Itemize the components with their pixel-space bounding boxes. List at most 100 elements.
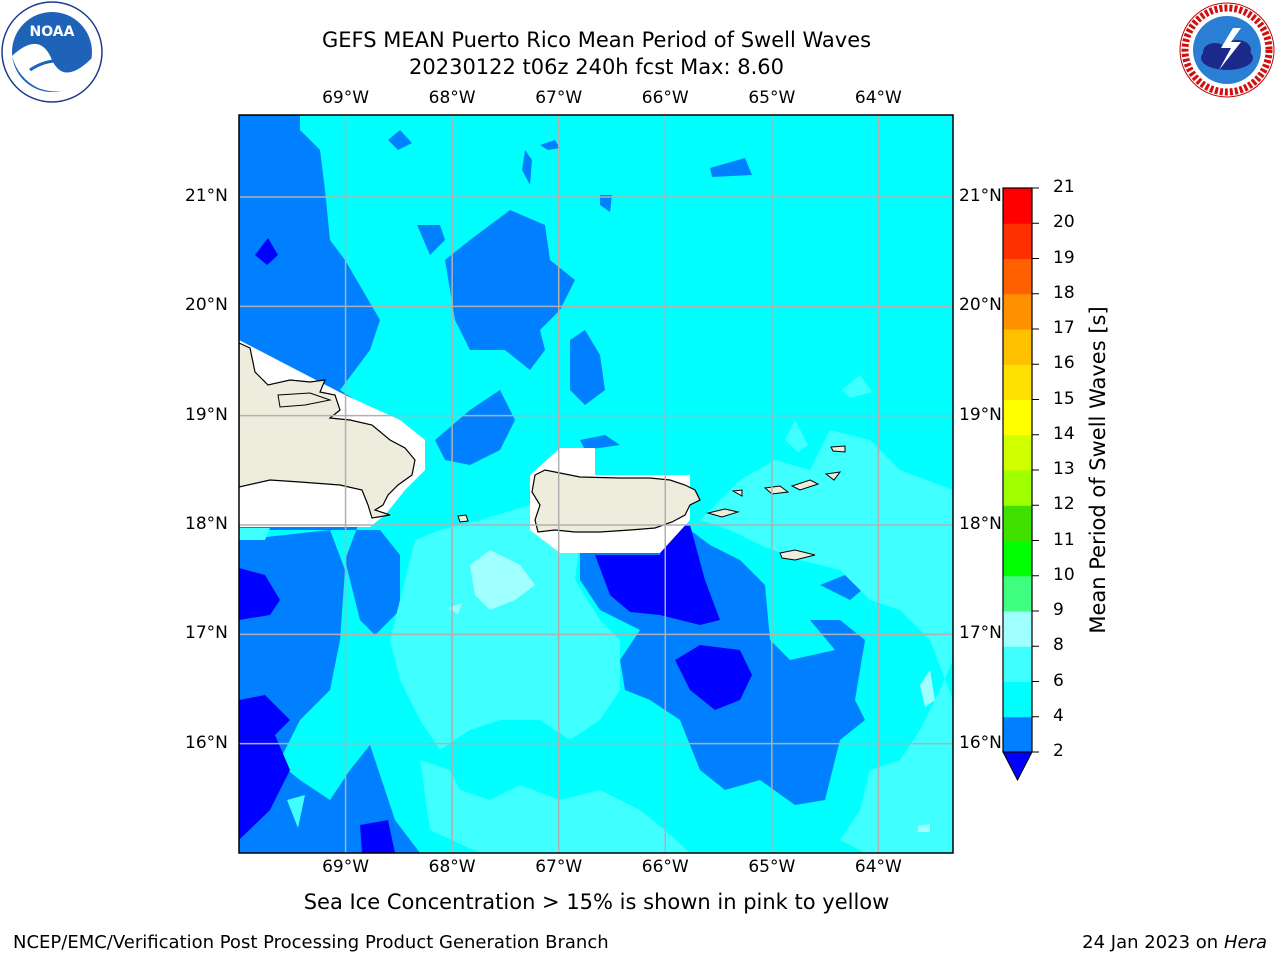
colorbar-tick-label: 10 bbox=[1053, 564, 1075, 585]
swell-period-field bbox=[239, 115, 953, 853]
lat-label: 19°N bbox=[959, 404, 1002, 425]
colorbar-segment bbox=[1003, 329, 1032, 365]
lon-label: 66°W bbox=[641, 88, 689, 108]
sea-ice-note: Sea Ice Concentration > 15% is shown in … bbox=[303, 890, 890, 914]
contour-2-4-region bbox=[710, 158, 752, 177]
lat-label: 20°N bbox=[185, 295, 228, 316]
lat-label: 16°N bbox=[959, 732, 1002, 753]
lat-label: 20°N bbox=[959, 295, 1002, 316]
contour-below-2-region bbox=[675, 645, 752, 710]
colorbar-segment bbox=[1003, 646, 1032, 682]
lat-label: 17°N bbox=[959, 623, 1002, 644]
colorbar-segment bbox=[1003, 223, 1032, 259]
lon-label: 66°W bbox=[641, 857, 689, 877]
contour-below-2-region bbox=[239, 695, 290, 840]
lon-label: 64°W bbox=[854, 857, 902, 877]
contour-8-9-region bbox=[470, 550, 535, 610]
chart-title: GEFS MEAN Puerto Rico Mean Period of Swe… bbox=[321, 28, 872, 52]
contour-2-4-region bbox=[417, 225, 445, 255]
contour-6-8-region bbox=[287, 795, 305, 828]
contour-2-4-region bbox=[570, 330, 605, 405]
colorbar-segment bbox=[1003, 434, 1032, 471]
land-island bbox=[779, 549, 816, 561]
contour-below-2-region bbox=[595, 520, 720, 625]
land-island bbox=[790, 479, 820, 491]
footer-host: Hera bbox=[1223, 932, 1267, 953]
lat-label: 21°N bbox=[959, 186, 1002, 206]
contour-6-8-region bbox=[700, 430, 953, 853]
lat-label: 18°N bbox=[185, 514, 228, 534]
colorbar-segment bbox=[1003, 399, 1032, 436]
colorbar-extend-min bbox=[1002, 751, 1033, 782]
colorbar-tick-label: 11 bbox=[1053, 529, 1075, 550]
lon-label: 64°W bbox=[854, 88, 902, 108]
noaa-logo: NOAA bbox=[1, 1, 103, 103]
map-frame bbox=[238, 114, 954, 854]
colorbar-segment bbox=[1003, 505, 1032, 541]
lon-label: 69°W bbox=[322, 857, 370, 877]
colorbar-segment bbox=[1003, 575, 1032, 612]
contour-6-8-region bbox=[390, 495, 620, 750]
contour-6-8-region bbox=[785, 420, 808, 452]
contour-8-9-region bbox=[920, 670, 935, 707]
map-gridlines bbox=[239, 115, 953, 853]
contour-8-9-region bbox=[448, 603, 462, 614]
land-island bbox=[457, 514, 469, 523]
colorbar-tick-label: 21 bbox=[1053, 177, 1075, 197]
colorbar bbox=[1002, 187, 1039, 782]
lat-label: 17°N bbox=[185, 623, 228, 644]
contour-6-8-region bbox=[239, 528, 270, 540]
contour-2-4-region bbox=[435, 390, 515, 465]
contour-below-2-region bbox=[255, 238, 278, 265]
lon-label: 67°W bbox=[535, 857, 583, 877]
colorbar-tick-label: 6 bbox=[1053, 670, 1064, 691]
colorbar-segment bbox=[1003, 470, 1032, 506]
colorbar-tick-label: 17 bbox=[1053, 318, 1075, 338]
land-island bbox=[277, 392, 332, 408]
nws-logo bbox=[1179, 2, 1275, 98]
contour-8-9-region bbox=[918, 824, 930, 832]
lat-label: 19°N bbox=[185, 404, 228, 425]
contour-below-2-region bbox=[239, 568, 280, 620]
colorbar-tick-label: 13 bbox=[1053, 459, 1075, 479]
lon-label: 68°W bbox=[428, 857, 476, 877]
lon-label: 67°W bbox=[535, 88, 583, 108]
colorbar-tick-label: 4 bbox=[1053, 705, 1064, 726]
colorbar-tick-label: 9 bbox=[1053, 600, 1064, 620]
lon-label: 69°W bbox=[322, 88, 370, 108]
lon-label: 68°W bbox=[428, 88, 476, 108]
contour-2-4-region bbox=[239, 500, 400, 635]
colorbar-segment bbox=[1003, 681, 1032, 718]
contour-2-4-region bbox=[522, 150, 532, 185]
contour-2-4-region bbox=[445, 210, 575, 370]
footer-credit: NCEP/EMC/Verification Post Processing Pr… bbox=[13, 932, 609, 953]
chart-subtitle: 20230122 t06z 240h fcst Max: 8.60 bbox=[409, 55, 784, 79]
colorbar-segment bbox=[1003, 188, 1032, 224]
colorbar-tick-label: 2 bbox=[1053, 741, 1064, 761]
contour-below-2-region bbox=[360, 820, 395, 853]
colorbar-segment bbox=[1003, 716, 1032, 753]
contour-2-4-region bbox=[540, 140, 560, 150]
land-island bbox=[731, 489, 743, 497]
land-island bbox=[830, 445, 846, 453]
contour-6-8-region bbox=[842, 375, 872, 398]
colorbar-tick-label: 8 bbox=[1053, 635, 1064, 656]
land-puerto-rico bbox=[531, 469, 701, 533]
colorbar-tick-label: 15 bbox=[1053, 388, 1075, 409]
colorbar-tick-label: 20 bbox=[1053, 212, 1075, 233]
lat-label: 21°N bbox=[185, 186, 228, 206]
land-island bbox=[763, 485, 790, 495]
colorbar-tick-label: 12 bbox=[1053, 494, 1075, 515]
lon-label: 65°W bbox=[748, 857, 796, 877]
contour-2-4-region bbox=[580, 435, 620, 450]
land-island bbox=[706, 508, 740, 518]
contour-2-4-region bbox=[600, 195, 612, 212]
colorbar-tick-label: 16 bbox=[1053, 353, 1075, 374]
land-hispaniola-fill bbox=[239, 342, 416, 519]
land-island bbox=[824, 471, 842, 481]
footer-date: 24 Jan 2023 on Hera bbox=[1082, 932, 1267, 953]
colorbar-tick-label: 18 bbox=[1053, 282, 1075, 303]
lon-label: 65°W bbox=[748, 88, 796, 108]
colorbar-segment bbox=[1003, 293, 1032, 330]
